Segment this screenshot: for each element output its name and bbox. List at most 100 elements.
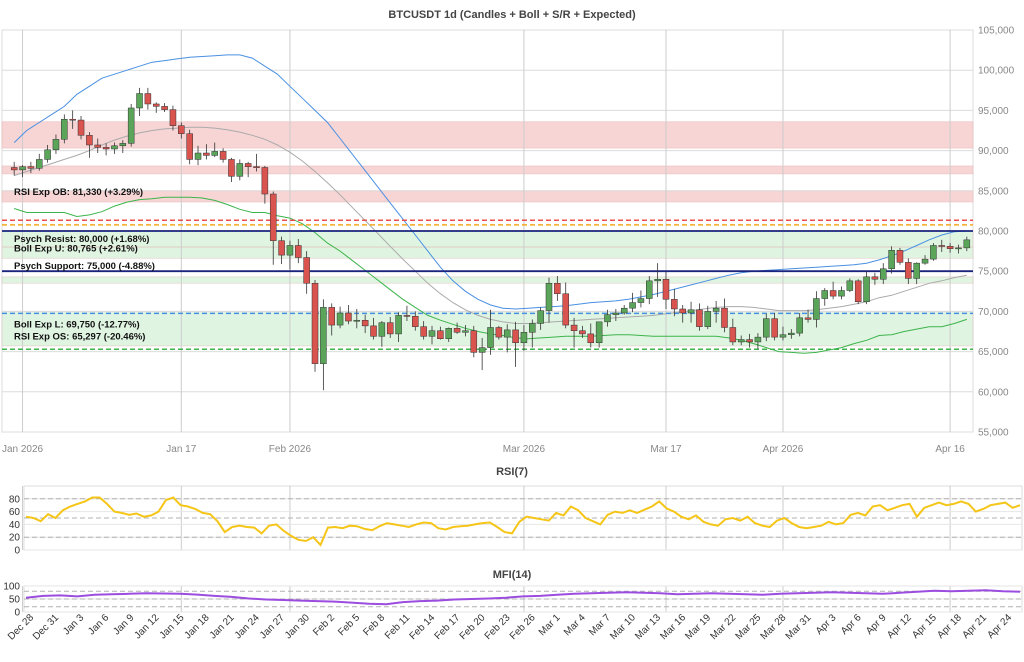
candle-body — [386, 322, 394, 335]
mfi-xtick-15: Feb 11 — [383, 612, 413, 642]
candle-body — [871, 276, 879, 280]
candle-body — [178, 125, 185, 134]
main-ytick-1: 60,000 — [978, 387, 1009, 398]
mfi-xtick-7: Jan 18 — [183, 612, 212, 641]
candle-body — [763, 318, 770, 338]
candle-body — [161, 106, 168, 110]
main-ytick-8: 95,000 — [978, 106, 1009, 117]
candle-body — [420, 326, 427, 337]
level-label-rsi-exp-ob: RSI Exp OB: 81,330 (+3.29%) — [14, 187, 143, 198]
mfi-xtick-39: Apr 24 — [986, 612, 1015, 641]
zone-1 — [1, 165, 974, 175]
candle-body — [345, 312, 352, 322]
candle-body — [61, 118, 68, 140]
candle-body — [136, 93, 143, 109]
candle-body — [412, 315, 419, 327]
candle-body — [403, 315, 411, 317]
mfi-xtick-33: Apr 6 — [839, 612, 864, 637]
candle-body — [286, 245, 294, 256]
main-xtick-3: Mar 2026 — [503, 444, 546, 455]
zone-4 — [1, 246, 974, 259]
candle-body — [896, 250, 904, 263]
candle-body — [203, 152, 210, 156]
mfi-xtick-0: Dec 28 — [6, 612, 36, 642]
candle-body — [779, 334, 787, 338]
candle-body — [94, 144, 102, 148]
candle-body — [813, 298, 820, 320]
candle-body — [854, 280, 862, 303]
candle-body — [353, 319, 361, 322]
candle-body — [127, 107, 135, 144]
mfi-xtick-11: Jan 30 — [283, 612, 312, 641]
main-chart-title: BTCUSDT 1d (Candles + Boll + S/R + Expec… — [388, 9, 636, 21]
zone-2 — [1, 190, 974, 203]
candle-body — [186, 133, 193, 160]
candle-body — [462, 330, 469, 333]
candle-body — [69, 118, 76, 121]
candle-body — [119, 143, 127, 147]
candle-body — [10, 167, 18, 171]
main-xtick-1: Jan 17 — [166, 444, 196, 455]
mfi-xtick-28: Mar 22 — [708, 612, 738, 642]
candle-body — [320, 307, 327, 364]
candle-body — [671, 299, 678, 310]
main-ytick-2: 65,000 — [978, 347, 1009, 358]
candle-body — [244, 163, 252, 167]
candle-body — [863, 276, 870, 303]
candle-body — [804, 317, 812, 320]
mfi-ytick-2: 100 — [3, 582, 20, 593]
candle-body — [746, 339, 753, 343]
candle-body — [169, 109, 177, 126]
candle-body — [604, 314, 611, 323]
rsi-chart-title: RSI(7) — [496, 466, 528, 478]
candle-body — [311, 283, 319, 364]
candle-body — [821, 290, 829, 299]
candle-body — [529, 323, 536, 333]
candle-body — [879, 268, 887, 280]
candle-body — [930, 245, 937, 260]
candle-body — [637, 298, 645, 303]
level-label-boll-exp-u: Boll Exp U: 80,765 (+2.61%) — [14, 244, 138, 255]
mfi-xtick-5: Jan 12 — [132, 612, 161, 641]
mfi-xtick-18: Feb 20 — [458, 612, 488, 642]
candle-body — [378, 322, 386, 337]
mfi-xtick-20: Feb 26 — [508, 612, 538, 642]
candle-body — [495, 327, 503, 338]
candle-body — [194, 152, 202, 160]
candle-body — [729, 327, 737, 343]
mfi-xtick-1: Dec 31 — [31, 612, 61, 642]
rsi-ytick-0: 0 — [14, 546, 20, 557]
candle-body — [612, 312, 620, 315]
candle-body — [570, 324, 578, 331]
main-ytick-6: 85,000 — [978, 186, 1009, 197]
candle-body — [395, 315, 402, 335]
candle-body — [754, 336, 762, 343]
candle-body — [19, 166, 26, 171]
rsi-ytick-4: 80 — [9, 494, 21, 505]
candle-body — [554, 283, 561, 294]
candle-body — [278, 240, 285, 256]
main-ytick-3: 70,000 — [978, 307, 1009, 318]
candle-body — [35, 159, 43, 169]
candle-body — [152, 103, 160, 107]
mfi-xtick-29: Mar 25 — [734, 612, 764, 642]
main-ytick-10: 105,000 — [978, 26, 1015, 37]
candle-body — [579, 330, 586, 335]
candle-body — [963, 239, 971, 249]
candle-body — [211, 151, 218, 156]
main-ytick-0: 55,000 — [978, 428, 1009, 439]
mfi-chart-title: MFI(14) — [493, 569, 532, 581]
mfi-xtick-37: Apr 18 — [935, 612, 964, 641]
zone-5 — [1, 276, 974, 284]
candle-body — [620, 307, 628, 314]
main-xtick-4: Mar 17 — [650, 444, 682, 455]
candle-body — [437, 330, 444, 339]
candle-body — [253, 166, 260, 168]
mfi-xtick-27: Mar 19 — [683, 612, 713, 642]
level-label-psych-support: Psych Support: 75,000 (-4.88%) — [14, 261, 155, 272]
mfi-xtick-12: Feb 2 — [311, 612, 337, 638]
mfi-xtick-10: Jan 27 — [258, 612, 287, 641]
candle-body — [52, 139, 60, 151]
candle-body — [269, 193, 277, 241]
candle-body — [838, 290, 845, 297]
